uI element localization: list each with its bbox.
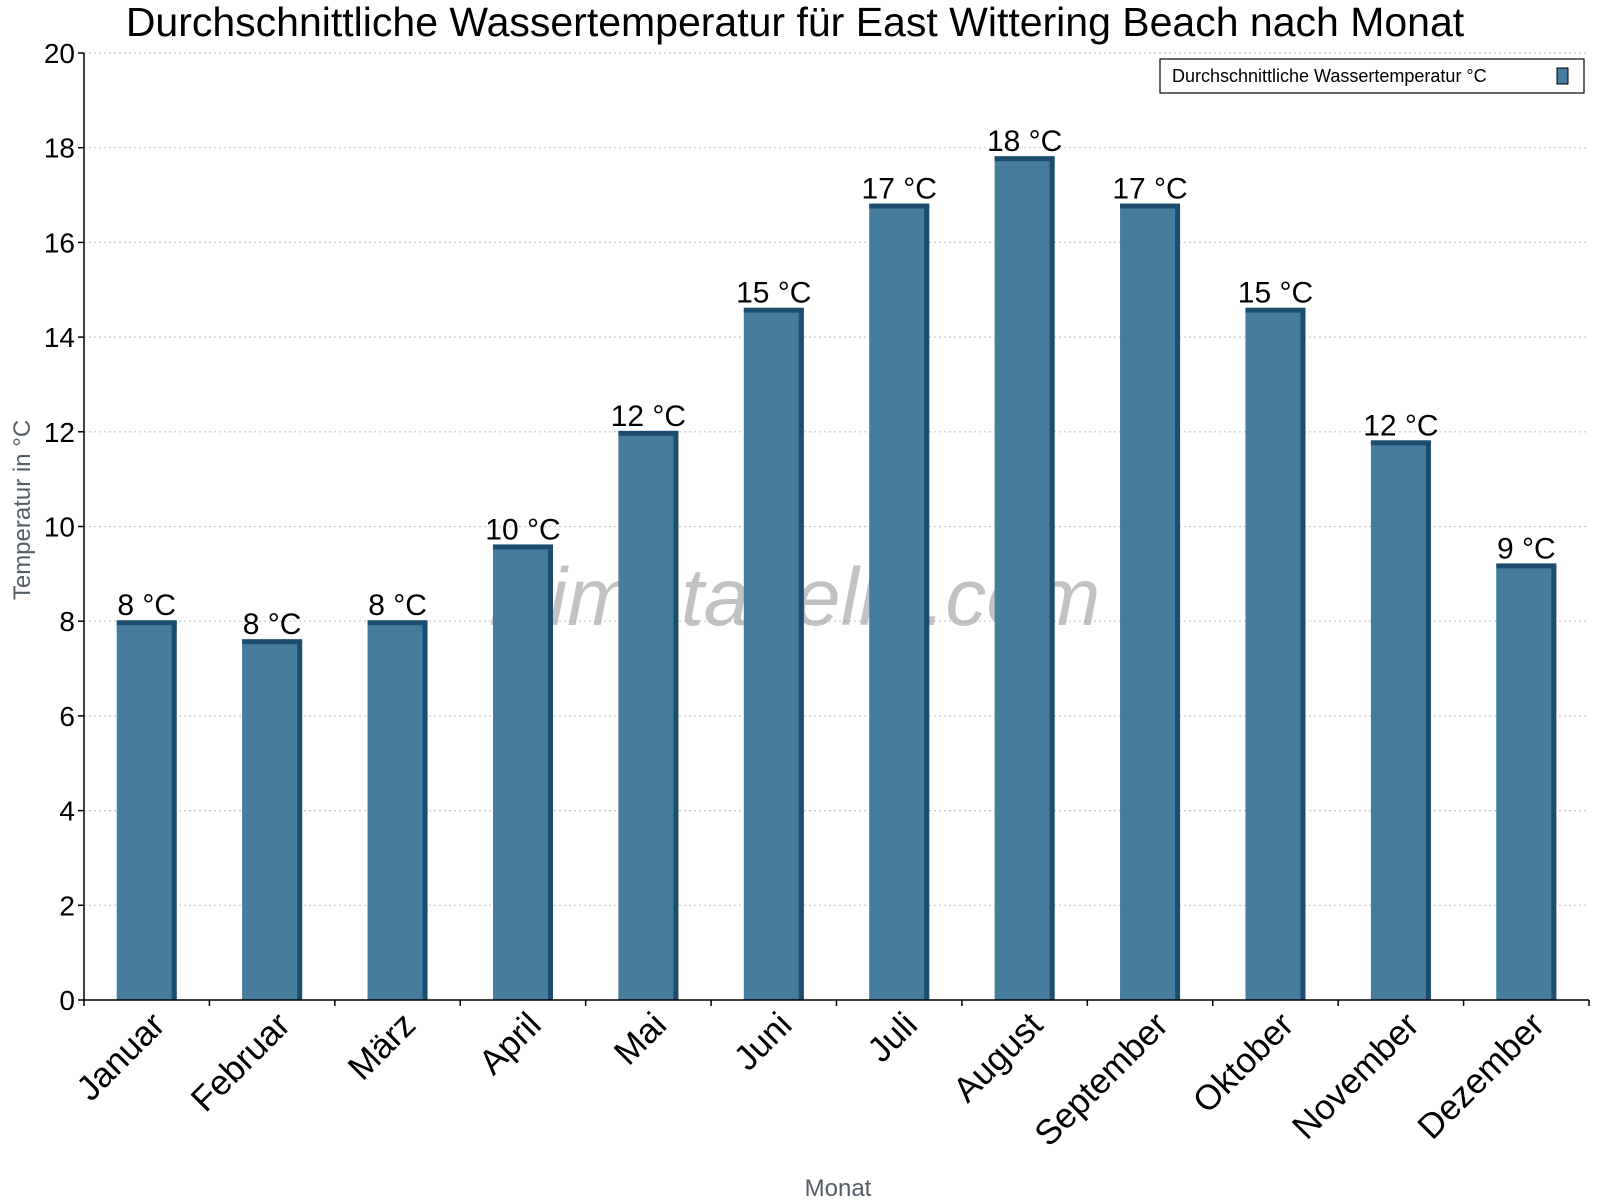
bar-top: [869, 203, 930, 209]
legend-label: Durchschnittliche Wassertemperatur °C: [1172, 66, 1487, 86]
bar: [1120, 203, 1181, 1000]
bar-top: [1245, 307, 1306, 313]
x-tick-label: August: [946, 1005, 1051, 1110]
bar-value-label: 18 °C: [987, 125, 1062, 158]
y-tick-label: 4: [59, 796, 75, 827]
bar-side: [1300, 308, 1306, 1000]
y-tick-label: 14: [44, 322, 75, 353]
bar-value-label: 12 °C: [611, 400, 686, 433]
bar-side: [924, 204, 930, 1000]
y-tick-label: 0: [59, 985, 75, 1016]
bar-side: [1175, 204, 1181, 1000]
legend-swatch: [1556, 67, 1569, 85]
bar-value-label: 17 °C: [862, 173, 937, 206]
grid-lines: [84, 52, 1589, 906]
x-tick-label: März: [341, 1005, 424, 1088]
bar-top: [618, 430, 679, 436]
bar-value-label: 8 °C: [243, 608, 302, 641]
bar-face: [618, 431, 679, 1000]
bar-top: [994, 156, 1055, 162]
bar-value-label: 9 °C: [1497, 532, 1556, 565]
bar: [743, 307, 804, 1000]
bar-value-label: 8 °C: [117, 589, 176, 622]
bar-side: [1551, 564, 1557, 1000]
bar-top: [1496, 563, 1557, 569]
bar-side: [422, 621, 428, 1000]
data-labels: 8 °C 8 °C 8 °C 10 °C 12 °C 15 °C 17 °C 18 °C 17 …: [117, 125, 1555, 641]
bar-top: [1370, 440, 1431, 446]
bar-face: [242, 640, 303, 1000]
x-tick-label: Mai: [607, 1005, 674, 1072]
bar: [116, 620, 177, 1000]
bars: [116, 156, 1557, 1001]
bar-side: [547, 545, 553, 1000]
bar: [367, 620, 428, 1000]
bar-side: [673, 431, 679, 1000]
y-tick-label: 12: [44, 417, 75, 448]
x-axis-title: Monat: [805, 1175, 872, 1200]
x-tick-label: Juli: [860, 1005, 925, 1070]
bar: [994, 156, 1055, 1001]
bar-face: [869, 204, 930, 1000]
bar-top: [1120, 203, 1181, 209]
x-tick-label: September: [1027, 1005, 1176, 1154]
y-axis-title: Temperatur in °C: [9, 420, 36, 600]
bar-top: [492, 544, 553, 550]
x-tick-label: April: [472, 1005, 549, 1082]
bar-value-label: 17 °C: [1112, 173, 1187, 206]
bar-value-label: 8 °C: [368, 589, 427, 622]
bar-face: [994, 157, 1055, 1001]
bar: [492, 544, 553, 1000]
bar-value-label: 10 °C: [485, 513, 560, 546]
bar-top: [116, 620, 177, 626]
bar-face: [1496, 564, 1557, 1000]
bar-side: [1425, 441, 1431, 1000]
y-tick-label: 8: [59, 606, 75, 637]
bar: [242, 639, 303, 1000]
bar-side: [297, 640, 303, 1000]
x-tick-label: November: [1285, 1005, 1427, 1147]
bar-side: [798, 308, 804, 1000]
bar: [1370, 440, 1431, 1000]
y-tick-label: 2: [59, 890, 75, 921]
y-tick-label: 20: [44, 38, 75, 69]
bar-side: [171, 621, 177, 1000]
bar-top: [367, 620, 428, 626]
x-tick-label: Januar: [69, 1005, 172, 1108]
bar-top: [743, 307, 804, 313]
y-tick-label: 10: [44, 512, 75, 543]
x-tick-label: Februar: [184, 1005, 298, 1119]
x-tick-label: Juni: [726, 1005, 799, 1078]
bar: [869, 203, 930, 1000]
bar-face: [367, 621, 428, 1000]
bar: [618, 430, 679, 1000]
bar-face: [1120, 204, 1181, 1000]
bar-top: [242, 639, 303, 645]
bar: [1496, 563, 1557, 1000]
bar-value-label: 12 °C: [1363, 409, 1438, 442]
bar-face: [116, 621, 177, 1000]
y-tick-label: 16: [44, 227, 75, 258]
bar-face: [743, 308, 804, 1000]
y-tick-label: 18: [44, 133, 75, 164]
x-tick-label: Dezember: [1410, 1005, 1552, 1147]
bar-side: [1049, 157, 1055, 1001]
legend-box: [1159, 58, 1585, 94]
y-tick-label: 6: [59, 701, 75, 732]
bar: [1245, 307, 1306, 1000]
bar-value-label: 15 °C: [1238, 277, 1313, 310]
bar-value-label: 15 °C: [736, 277, 811, 310]
legend: Durchschnittliche Wassertemperatur °C: [1159, 58, 1585, 94]
bar-face: [492, 545, 553, 1000]
bar-face: [1370, 441, 1431, 1000]
bar-face: [1245, 308, 1306, 1000]
x-tick-label: Oktober: [1186, 1005, 1302, 1121]
chart-title: Durchschnittliche Wassertemperatur für E…: [126, 0, 1465, 45]
